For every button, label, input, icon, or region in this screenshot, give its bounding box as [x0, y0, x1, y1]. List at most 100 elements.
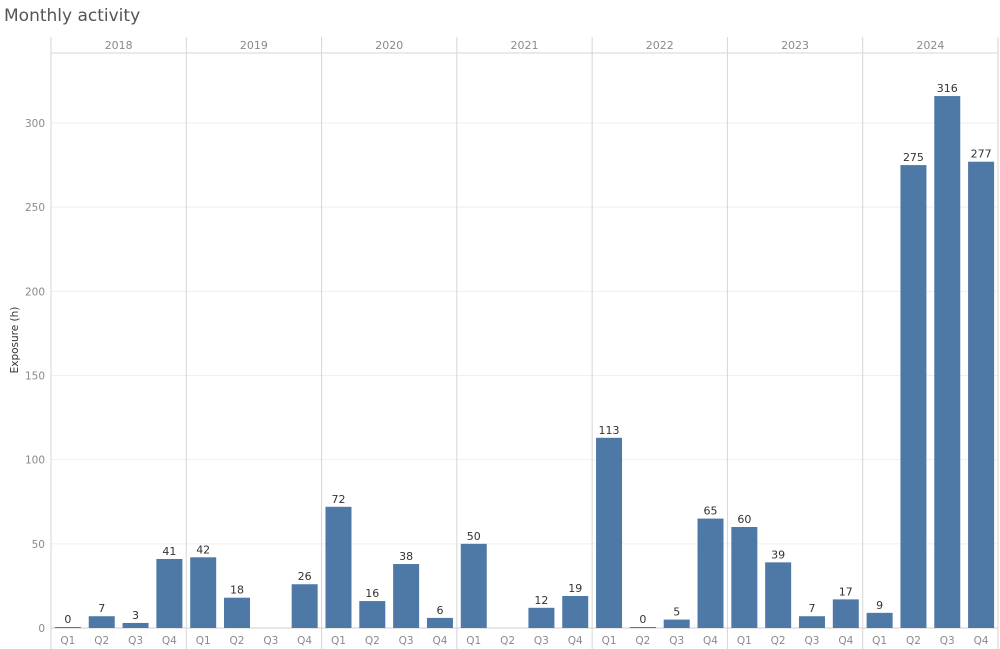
- chart-title: Monthly activity: [4, 6, 141, 26]
- quarter-tick-label: Q4: [838, 635, 853, 647]
- y-tick-label: 50: [32, 539, 45, 551]
- year-label: 2019: [240, 39, 268, 52]
- year-label: 2021: [511, 39, 539, 52]
- data-label: 316: [937, 82, 958, 95]
- bar: [697, 518, 724, 628]
- bar: [596, 437, 623, 628]
- bar: [731, 527, 758, 628]
- data-label: 16: [365, 587, 379, 600]
- y-axis-title: Exposure (h): [9, 307, 21, 374]
- quarter-tick-label: Q2: [906, 635, 921, 647]
- data-label: 38: [399, 550, 413, 563]
- quarter-tick-label: Q3: [534, 635, 549, 647]
- gridlines: [51, 122, 998, 545]
- data-label: 7: [808, 602, 815, 615]
- bar: [832, 599, 859, 628]
- data-label: 72: [331, 493, 345, 506]
- data-label: 41: [162, 545, 176, 558]
- quarter-tick-label: Q1: [466, 635, 481, 647]
- bar: [156, 558, 183, 628]
- y-tick-label: 300: [25, 118, 45, 130]
- quarter-tick-label: Q1: [602, 635, 617, 647]
- bar: [562, 596, 589, 628]
- quarter-tick-label: Q2: [500, 635, 515, 647]
- quarter-tick-label: Q2: [771, 635, 786, 647]
- bar: [190, 557, 217, 628]
- data-label: 65: [704, 505, 718, 518]
- year-label: 2020: [375, 39, 403, 52]
- data-label: 3: [132, 609, 139, 622]
- bar: [629, 627, 656, 628]
- quarter-tick-label: Q3: [669, 635, 684, 647]
- quarter-tick-label: Q3: [805, 635, 820, 647]
- quarter-tick-label: Q2: [230, 635, 245, 647]
- bar: [325, 506, 352, 628]
- quarter-tick-label: Q2: [94, 635, 109, 647]
- quarter-tick-label: Q4: [568, 635, 583, 647]
- data-label: 26: [298, 570, 312, 583]
- data-label: 9: [876, 599, 883, 612]
- data-label: 275: [903, 151, 924, 164]
- labels: 0501001502002503002018Q10Q27Q33Q4412019Q…: [25, 39, 992, 647]
- data-label: 17: [839, 585, 853, 598]
- bar: [798, 616, 825, 628]
- bar: [765, 562, 792, 628]
- quarter-tick-label: Q1: [331, 635, 346, 647]
- quarter-tick-label: Q4: [162, 635, 177, 647]
- year-label: 2024: [916, 39, 944, 52]
- quarter-tick-label: Q2: [365, 635, 380, 647]
- bar: [224, 597, 251, 628]
- data-label: 42: [196, 543, 210, 556]
- bar: [968, 161, 995, 628]
- quarter-tick-label: Q4: [297, 635, 312, 647]
- bar: [460, 543, 487, 628]
- quarter-tick-label: Q1: [872, 635, 887, 647]
- quarter-tick-label: Q3: [128, 635, 143, 647]
- bar: [54, 627, 81, 628]
- bars: [54, 96, 995, 629]
- bar: [122, 622, 149, 628]
- data-label: 0: [639, 613, 646, 626]
- data-label: 7: [98, 602, 105, 615]
- y-tick-label: 0: [38, 623, 45, 635]
- data-label: 113: [599, 424, 620, 437]
- panel-frame: [50, 37, 999, 649]
- bar: [528, 607, 555, 628]
- data-label: 19: [568, 582, 582, 595]
- year-label: 2022: [646, 39, 674, 52]
- quarter-tick-label: Q4: [974, 635, 989, 647]
- y-tick-label: 200: [25, 286, 45, 298]
- data-label: 6: [436, 604, 443, 617]
- bar: [359, 601, 386, 628]
- quarter-tick-label: Q2: [635, 635, 650, 647]
- year-label: 2023: [781, 39, 809, 52]
- data-label: 50: [467, 530, 481, 543]
- y-tick-label: 150: [25, 371, 45, 383]
- year-label: 2018: [105, 39, 133, 52]
- bar: [88, 616, 115, 628]
- quarter-tick-label: Q4: [703, 635, 718, 647]
- quarter-tick-label: Q1: [737, 635, 752, 647]
- data-label: 39: [771, 548, 785, 561]
- bar: [393, 564, 420, 628]
- quarter-tick-label: Q1: [60, 635, 75, 647]
- quarter-tick-label: Q1: [196, 635, 211, 647]
- quarter-tick-label: Q4: [432, 635, 447, 647]
- bar: [426, 617, 453, 628]
- data-label: 60: [737, 513, 751, 526]
- y-tick-label: 100: [25, 455, 45, 467]
- bar: [934, 96, 961, 629]
- data-label: 18: [230, 584, 244, 597]
- bar: [663, 619, 690, 628]
- quarter-tick-label: Q3: [399, 635, 414, 647]
- bar: [900, 165, 927, 629]
- y-tick-label: 250: [25, 202, 45, 214]
- quarter-tick-label: Q3: [940, 635, 955, 647]
- quarter-tick-label: Q3: [263, 635, 278, 647]
- bar: [866, 612, 893, 628]
- data-label: 0: [64, 613, 71, 626]
- data-label: 5: [673, 606, 680, 619]
- data-label: 12: [534, 594, 548, 607]
- data-label: 277: [971, 148, 992, 161]
